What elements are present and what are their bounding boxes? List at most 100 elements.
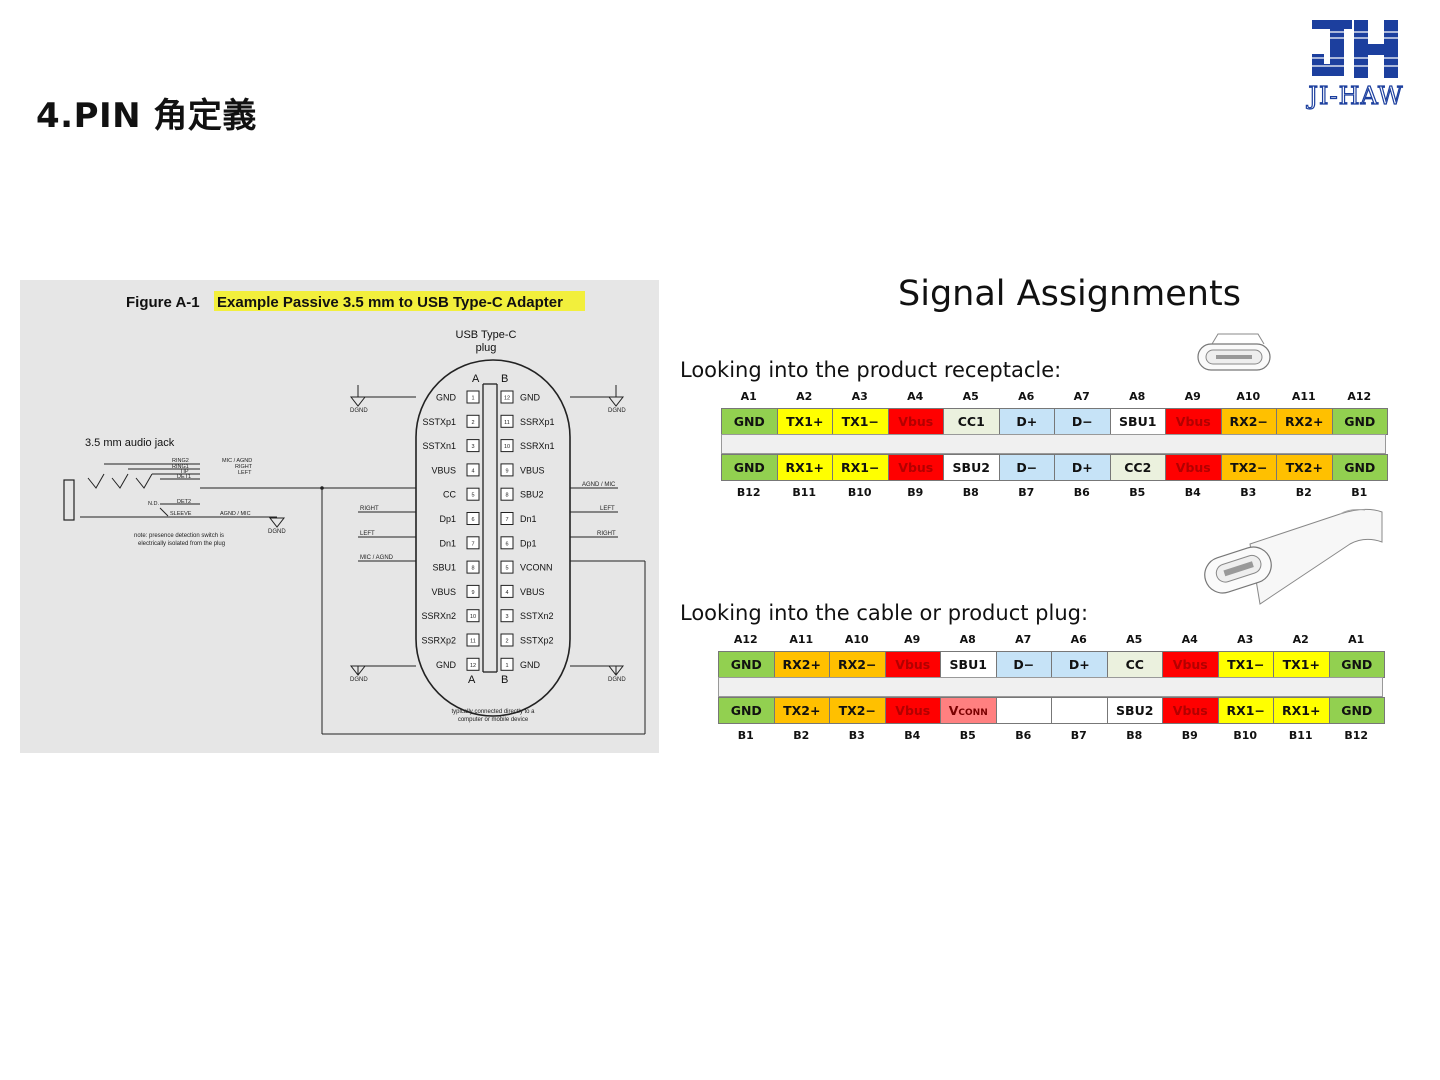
pin-num-b11: 11 <box>504 420 510 426</box>
plug-illustration <box>1204 508 1383 605</box>
signal-cell: Vbus <box>1163 698 1219 724</box>
plug-top-row: GND RX2+ RX2− Vbus SBU1 D− D+ CC Vbus TX1− TX1+ GND <box>718 651 1385 678</box>
side-b-top: B <box>501 373 508 385</box>
signal-cell: TX1− <box>1218 652 1274 678</box>
pin-num-b5: 5 <box>505 566 508 572</box>
page-title: 4.PIN 角定義 <box>36 96 257 136</box>
pin-num-b8: 8 <box>505 493 508 499</box>
pin-num-a6: 6 <box>471 517 474 523</box>
pin-label-b4: VBUS <box>520 587 545 597</box>
pin-number-label: B1 <box>1351 486 1368 499</box>
signal-cell: GND <box>1332 455 1388 481</box>
receptacle-bottom-pins: B12 B11 B10 B9 B8 B7 B6 B5 B4 B3 B2 B1 <box>721 486 1387 499</box>
jack-signal-left: LEFT <box>238 470 252 476</box>
pin-box-b12 <box>500 390 514 404</box>
pin-number-label: A8 <box>959 633 976 646</box>
wire-label-left-r: LEFT <box>600 506 615 512</box>
pin-number-label: B12 <box>736 486 761 499</box>
pin-label-a5: CC <box>443 490 456 500</box>
schematic-svg: Figure A-1 Example Passive 3.5 mm to USB… <box>63 291 646 735</box>
pin-label-a12: GND <box>436 660 457 670</box>
pin-box-a2 <box>466 414 480 428</box>
pin-num-a9: 9 <box>471 590 474 596</box>
signal-cell: RX1+ <box>777 455 833 481</box>
signal-cell <box>1052 698 1108 724</box>
pin-label-a3: SSTXn1 <box>422 441 456 451</box>
pin-label-a9: VBUS <box>431 587 456 597</box>
pin-box-b4 <box>500 584 514 598</box>
pin-number-label: A5 <box>1126 633 1143 646</box>
plug-label: Looking into the cable or product plug: <box>680 601 1089 625</box>
jack-pin-tip: TIP <box>180 469 189 475</box>
signal-cell: TX2− <box>1221 455 1277 481</box>
pin-label-b7: Dn1 <box>520 514 537 524</box>
pin-box-b6 <box>500 536 514 550</box>
pin-label-b12: GND <box>520 393 541 403</box>
plug-title-1: USB Type-C <box>456 329 517 341</box>
jack-body <box>63 479 75 521</box>
jack-pin-sleeve: SLEEVE <box>170 511 192 517</box>
pin-number-label: B7 <box>1018 486 1035 499</box>
wire-label-agndmic: AGND / MIC <box>582 482 616 488</box>
note-line-1: note: presence detection switch is <box>134 533 224 539</box>
dgnd-label-1: DGND <box>350 408 368 414</box>
receptacle-top-row: GND TX1+ TX1− Vbus CC1 D+ D− SBU1 Vbus RX2− RX2+ GN… <box>721 408 1388 435</box>
pin-number-label: B2 <box>1295 486 1312 499</box>
wire-label-right-r: RIGHT <box>597 531 616 537</box>
pin-number-label: B3 <box>848 729 865 742</box>
signal-cell: TX1+ <box>777 409 833 435</box>
jack-title: 3.5 mm audio jack <box>85 437 175 449</box>
signal-cell: SBU2 <box>944 455 1000 481</box>
caption-highlight: Example Passive 3.5 mm to USB Type-C Ada… <box>217 294 563 311</box>
pin-number-label: A3 <box>1237 633 1254 646</box>
pin-box-a5 <box>466 487 480 501</box>
plug-bottom-row: GND TX2+ TX2− Vbus Vconn SBU2 Vbus RX1− RX1+ GND <box>718 697 1385 724</box>
pin-number-label: B10 <box>1233 729 1258 742</box>
pin-number-label: A1 <box>1348 633 1365 646</box>
pin-label-b8: SBU2 <box>520 490 544 500</box>
signal-assignments-title: Signal Assignments <box>898 274 1241 314</box>
pin-number-label: B2 <box>793 729 810 742</box>
pin-label-b1: GND <box>520 660 541 670</box>
pin-box-b7 <box>500 512 514 525</box>
signal-cell: Vbus <box>885 652 941 678</box>
pin-number-label: B5 <box>959 729 976 742</box>
pin-num-a7: 7 <box>471 541 474 547</box>
signal-cell: RX2− <box>830 652 886 678</box>
pin-num-b2: 2 <box>505 639 508 645</box>
pin-number-label: B10 <box>847 486 872 499</box>
pin-number-label: A10 <box>1236 390 1261 403</box>
pin-number-label: A6 <box>1070 633 1087 646</box>
receptacle-illustration <box>1197 333 1271 371</box>
signal-cell: Vbus <box>888 409 944 435</box>
pin-box-b9 <box>500 463 514 477</box>
signal-cell: GND <box>1332 409 1388 435</box>
side-b-bottom: B <box>501 674 508 686</box>
pin-number-label: B11 <box>792 486 817 499</box>
plug-top-pins: A12 A11 A10 A9 A8 A7 A6 A5 A4 A3 A2 A1 <box>718 633 1384 646</box>
receptacle-top-pins: A1 A2 A3 A4 A5 A6 A7 A8 A9 A10 A11 A12 <box>721 390 1387 403</box>
signal-cell: D− <box>1055 409 1111 435</box>
pin-num-a12: 12 <box>470 663 476 669</box>
pin-label-b10: SSRXn1 <box>520 441 555 451</box>
pin-number-label: A4 <box>907 390 924 403</box>
signal-cell: SBU1 <box>1110 409 1166 435</box>
signal-cell: TX1+ <box>1274 652 1330 678</box>
signal-cell <box>996 698 1052 724</box>
pin-box-b5 <box>500 560 514 574</box>
pin-num-a11: 11 <box>470 639 476 645</box>
signal-cell: GND <box>722 409 778 435</box>
pin-box-a9 <box>466 584 480 598</box>
signal-cell: SBU1 <box>941 652 997 678</box>
pin-number-label: A12 <box>1347 390 1372 403</box>
pin-label-a7: Dn1 <box>439 538 456 548</box>
signal-cell: RX2+ <box>774 652 830 678</box>
pin-box-b1 <box>500 657 514 671</box>
jack-signal-agndmic: AGND / MIC <box>220 511 251 517</box>
side-a-bottom: A <box>468 674 476 686</box>
pin-number-label: A11 <box>789 633 814 646</box>
pin-label-b2: SSTXp2 <box>520 636 554 646</box>
signal-cell: D+ <box>999 409 1055 435</box>
signal-cell: Vbus <box>885 698 941 724</box>
signal-cell: TX2+ <box>774 698 830 724</box>
